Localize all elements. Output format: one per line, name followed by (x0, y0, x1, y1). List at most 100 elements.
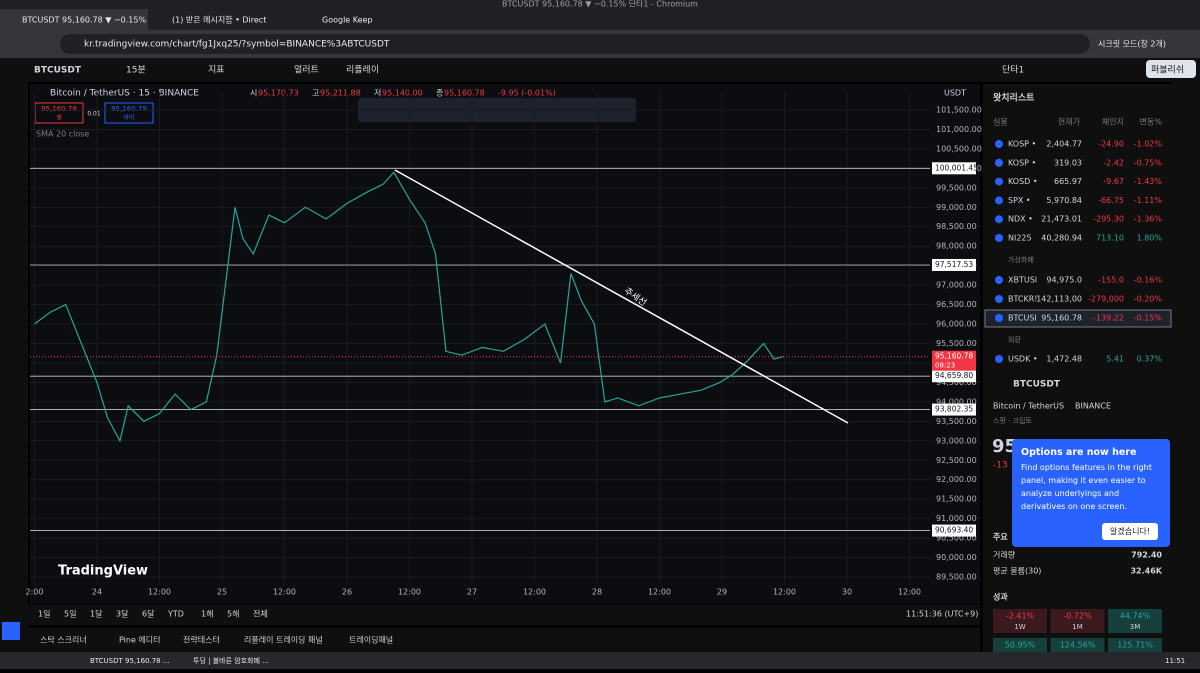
watch-symbol[interactable]: NI225 (1008, 234, 1032, 243)
taskbar-item[interactable]: BTCUSDT 95,160.78 ... (90, 657, 170, 665)
watch-change: -279,000 (1088, 295, 1124, 304)
popup-button[interactable]: 알겠습니다! (1102, 523, 1158, 540)
browser-tab[interactable]: Google Keep (322, 16, 373, 25)
y-tick-label: 96,000.00 (936, 320, 977, 329)
sell-box[interactable] (34, 102, 84, 124)
detail-exchange: BINANCE (1075, 402, 1111, 411)
level-label: 97,517.53 (935, 260, 973, 269)
bottom-tab[interactable]: 전략테스터 (183, 635, 220, 645)
tab-strip (0, 0, 1200, 30)
y-tick-label: 101,500.00 (936, 105, 982, 114)
watch-change: -139.22 (1093, 314, 1124, 323)
toolbar-interval[interactable]: 15분 (126, 65, 146, 76)
publish-btn[interactable] (1146, 60, 1196, 78)
range-button[interactable]: 3달 (116, 610, 129, 619)
ohlc-value: 95,170.73 (258, 89, 299, 98)
sell-label: 셀 (56, 114, 62, 122)
symbol-icon (995, 196, 1003, 205)
x-tick-label: 12:00 (773, 588, 796, 597)
active-tab[interactable] (0, 9, 148, 30)
toolbar-layout[interactable]: 단타1 (1002, 65, 1024, 76)
bottom-tab[interactable]: 트레이딩패널 (349, 635, 393, 645)
y-tick-label: 100,500.00 (936, 144, 982, 153)
last-tag (932, 350, 976, 371)
x-tick-label: 12:00 (148, 588, 171, 597)
range-button[interactable]: 전체 (253, 609, 268, 619)
star-icon[interactable] (2, 622, 20, 640)
detail-kind: 스팟 · 크립토 (993, 416, 1032, 425)
ohlc-key: 저 (374, 89, 381, 98)
buy-label: 바이 (123, 114, 134, 122)
perf-box (1108, 638, 1162, 652)
browser-tab[interactable]: (1) 받은 메시지함 • Direct (172, 15, 266, 25)
key-stats: 주요 (993, 533, 1008, 542)
watch-symbol[interactable]: NDX • (1008, 215, 1033, 224)
taskbar-item[interactable]: 투딩 | 볼바른 암호화폐 ... (193, 656, 269, 665)
detail-price: 95 (992, 436, 1017, 457)
watch-symbol[interactable]: XBTUSI (1008, 276, 1037, 285)
incognito: 시크릿 모드(창 2개) (1098, 39, 1166, 49)
x-tick-label: 12:00 (523, 588, 546, 597)
trend-line (394, 169, 849, 424)
watch-symbol[interactable]: BTCKR! (1008, 295, 1038, 304)
y-tick-label: 93,500.00 (936, 417, 977, 426)
perf-value: 44.74% (1120, 612, 1151, 621)
y-tick-label: 91,000.00 (936, 514, 977, 523)
clock: 11:51:36 (UTC+9) (906, 610, 978, 619)
watch-pct: 1.80% (1137, 234, 1163, 243)
symbol-icon (995, 158, 1003, 167)
watch-symbol[interactable]: KOSP • (1008, 140, 1036, 149)
browser-tab[interactable]: BTCUSDT 95,160.78 ▼ −0.15% (22, 16, 146, 25)
perf-period: 1W (1014, 623, 1025, 631)
level-label: 93,802.35 (935, 405, 973, 414)
level-tag (932, 162, 976, 175)
toolbar-indicators[interactable]: 지표 (208, 65, 225, 76)
watchlist-header: 심볼 (993, 117, 1008, 127)
watch-price: 2,404.77 (1046, 140, 1082, 149)
bottom-tab[interactable]: 리플레이 트레이딩 패널 (244, 635, 323, 645)
perf-value: -2.41% (1006, 612, 1035, 621)
watch-symbol[interactable]: KOSD • (1008, 177, 1038, 186)
y-tick-label: 93,000.00 (936, 436, 977, 445)
range-button[interactable]: 1해 (201, 609, 213, 619)
bottom-tab[interactable]: 스탁 스크리너 (40, 635, 87, 645)
range-button[interactable]: 5일 (64, 610, 76, 619)
symbol-icon (995, 177, 1003, 186)
watchlist-title: 왓치리스트 (993, 92, 1035, 104)
right-panel (983, 84, 1173, 652)
range-button[interactable]: YTD (167, 610, 184, 619)
perf-value: -0.72% (1063, 612, 1092, 621)
volume-label: 거래량 (993, 550, 1016, 560)
watch-symbol[interactable]: SPX • (1008, 196, 1031, 205)
range-button[interactable]: 1일 (38, 610, 50, 619)
toolbar-replay[interactable]: 리플레이 (346, 65, 379, 76)
watch-symbol[interactable]: KOSP • (1008, 158, 1036, 167)
x-tick-label: 30 (842, 588, 852, 597)
buy-price: 95,160.79 (111, 105, 147, 113)
x-tick-label: 25 (217, 588, 227, 597)
bottom-tab[interactable]: Pine 에디터 (119, 636, 161, 645)
range-button[interactable]: 1달 (90, 610, 103, 619)
detail-symbol: BTCUSDT (1013, 380, 1061, 390)
symbol-icon (995, 215, 1003, 224)
range-button[interactable]: 5해 (227, 609, 239, 619)
watchlist-header: 현재가 (1058, 118, 1081, 127)
watch-pct: -1.36% (1134, 215, 1163, 224)
buy-box[interactable] (104, 102, 154, 124)
section-title: 가상화폐 (1008, 255, 1034, 264)
toolbar-alert[interactable]: 얼러트 (294, 65, 319, 76)
toolbar-symbol[interactable]: BTCUSDT (34, 66, 82, 76)
range-bar (0, 605, 980, 625)
watch-symbol[interactable]: BTCUSI (1008, 314, 1037, 323)
y-tick-label: 101,000.00 (936, 125, 982, 134)
omnibox[interactable] (60, 34, 1090, 54)
perf-box (993, 609, 1047, 633)
ohlc-key: 종 (436, 89, 443, 98)
range-button[interactable]: 6달 (142, 610, 155, 619)
y-tick-label: 91,500.00 (936, 495, 977, 504)
avg-volume: 32.46K (1130, 567, 1162, 576)
toolbar-publish[interactable]: 퍼블리쉬 (1151, 65, 1184, 76)
countdown: 08:23 (935, 362, 955, 370)
tv-toolbar (0, 58, 1200, 82)
watch-symbol[interactable]: USDK • (1008, 355, 1038, 364)
